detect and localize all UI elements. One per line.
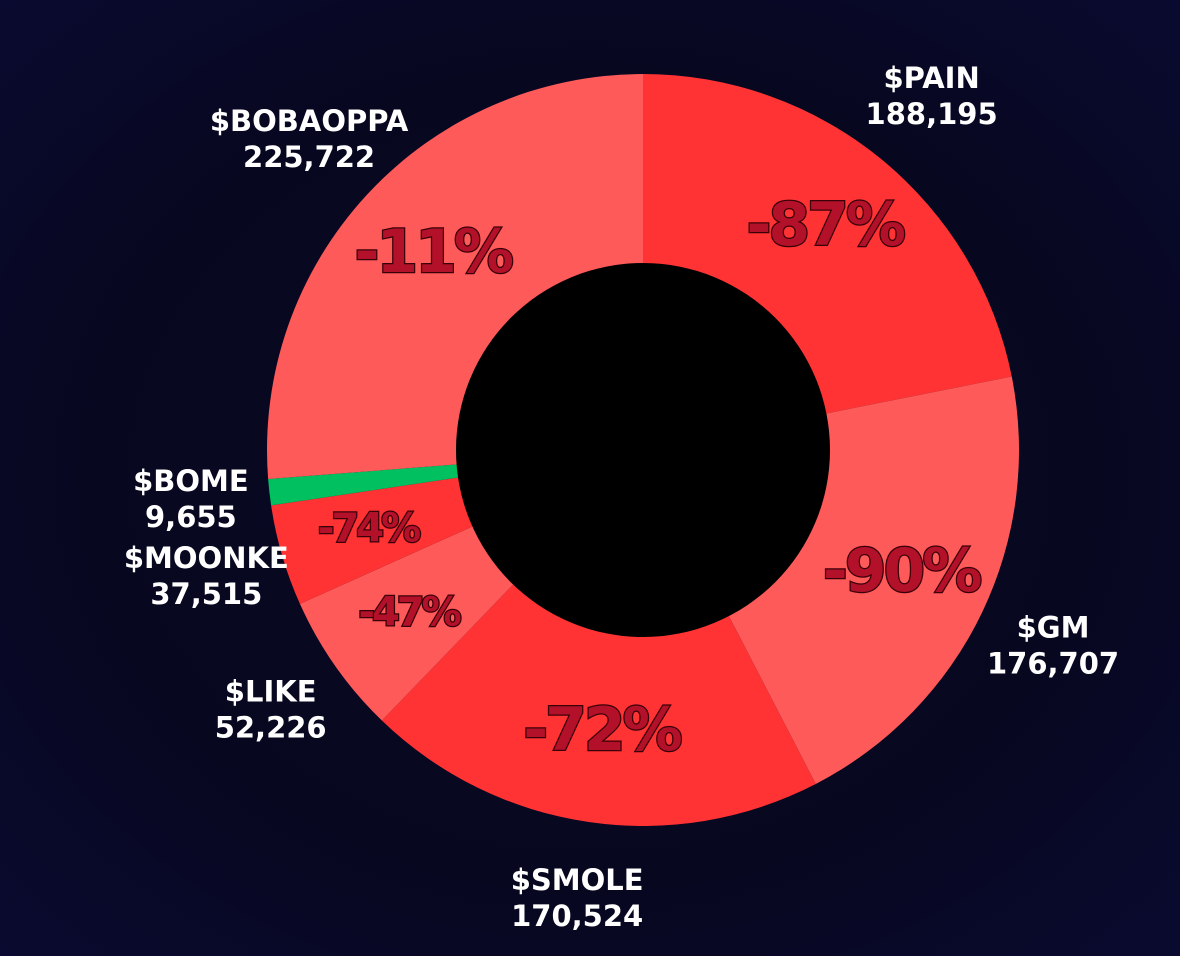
slice-name: $GM [1017,610,1090,644]
change-label: -74% [318,505,420,551]
slice-name: $SMOLE [511,863,644,897]
slice [267,74,643,480]
slice [299,525,515,721]
slice [268,464,461,506]
change-label: -47% [358,590,460,636]
slice-name: $LIKE [225,675,317,709]
slice [727,376,1019,784]
slice-value: 37,515 [150,577,262,611]
slice-name: $MOONKE [124,541,289,575]
slice-name: $BOME [133,464,249,498]
change-label: -11% [354,217,512,287]
slice [381,583,816,826]
donut-hole [456,263,830,637]
slice [271,477,475,604]
change-label: -72% [523,695,681,765]
slice-name: $BOBAOPPA [210,104,409,138]
slice-value: 52,226 [215,711,327,745]
slice [643,74,1012,414]
slice-value: 9,655 [145,500,237,534]
slice-value: 188,195 [866,97,998,131]
slice-value: 225,722 [243,140,375,174]
change-label: -90% [823,536,981,606]
slice-value: 170,524 [511,899,643,933]
change-label: -87% [746,190,904,260]
slice-value: 176,707 [987,646,1119,680]
slices [267,74,1019,826]
slice-name: $PAIN [883,61,979,95]
